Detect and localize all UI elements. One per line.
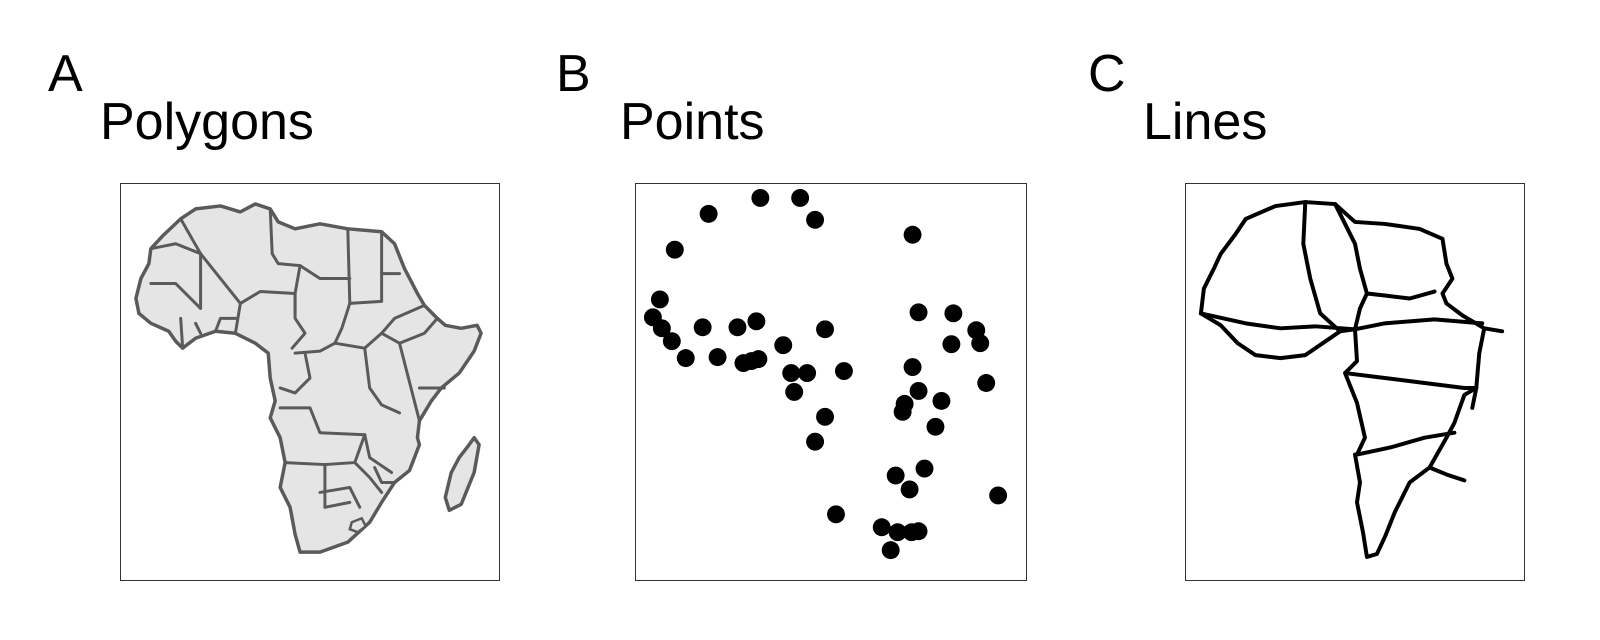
point-marker — [650, 290, 669, 309]
point-marker — [903, 358, 922, 377]
point-marker — [989, 486, 1008, 505]
outline-line — [1198, 200, 1505, 559]
point-marker — [827, 505, 845, 524]
point-marker — [903, 225, 922, 244]
point-marker — [693, 318, 712, 337]
panel-b-title: Points — [620, 93, 765, 151]
point-marker — [942, 335, 961, 354]
point-marker — [888, 523, 907, 542]
point-marker — [872, 518, 891, 537]
point-marker — [816, 320, 834, 339]
point-marker — [900, 480, 919, 499]
point-marker — [834, 362, 853, 381]
point-marker — [881, 541, 900, 560]
polygons-map — [134, 202, 483, 554]
point-marker — [909, 303, 928, 322]
point-marker — [886, 466, 905, 485]
point-marker — [977, 374, 996, 392]
point-marker — [699, 204, 718, 223]
points-map — [643, 188, 1008, 560]
point-marker — [751, 188, 770, 207]
point-marker — [676, 349, 695, 368]
point-marker — [662, 332, 681, 351]
point-marker — [652, 319, 671, 338]
point-marker — [774, 336, 793, 355]
panel-a-title: Polygons — [100, 93, 314, 151]
point-marker — [749, 350, 768, 369]
panel-points: B Points — [520, 0, 1040, 640]
point-marker — [785, 382, 804, 401]
panel-b-letter: B — [556, 45, 591, 103]
points-map-frame — [635, 183, 1027, 581]
point-marker — [932, 391, 951, 410]
point-marker — [816, 407, 834, 426]
panel-c-title: Lines — [1143, 93, 1268, 151]
lesotho-polygon — [348, 516, 368, 534]
point-marker — [782, 364, 801, 382]
panel-lines: C Lines — [1040, 0, 1600, 640]
interior-line — [1198, 200, 1485, 483]
lines-map — [1198, 200, 1505, 559]
point-marker — [971, 334, 990, 353]
point-marker — [944, 304, 963, 323]
point-marker — [806, 210, 825, 229]
point-marker — [728, 318, 747, 337]
point-marker — [798, 364, 817, 382]
point-marker — [665, 240, 684, 259]
point-marker — [926, 417, 945, 436]
panel-c-letter: C — [1088, 45, 1126, 103]
lines-map-frame — [1185, 183, 1525, 581]
point-marker — [747, 312, 766, 331]
panel-polygons: A Polygons — [0, 0, 520, 640]
point-marker — [806, 432, 825, 451]
point-marker — [791, 188, 810, 207]
madagascar-polygon — [443, 435, 481, 513]
point-marker — [708, 348, 727, 367]
polygons-map-frame — [120, 183, 500, 581]
point-marker — [893, 402, 912, 421]
panel-a-letter: A — [48, 45, 83, 103]
point-marker — [915, 459, 934, 478]
point-marker — [909, 382, 928, 400]
point-marker — [909, 522, 928, 541]
